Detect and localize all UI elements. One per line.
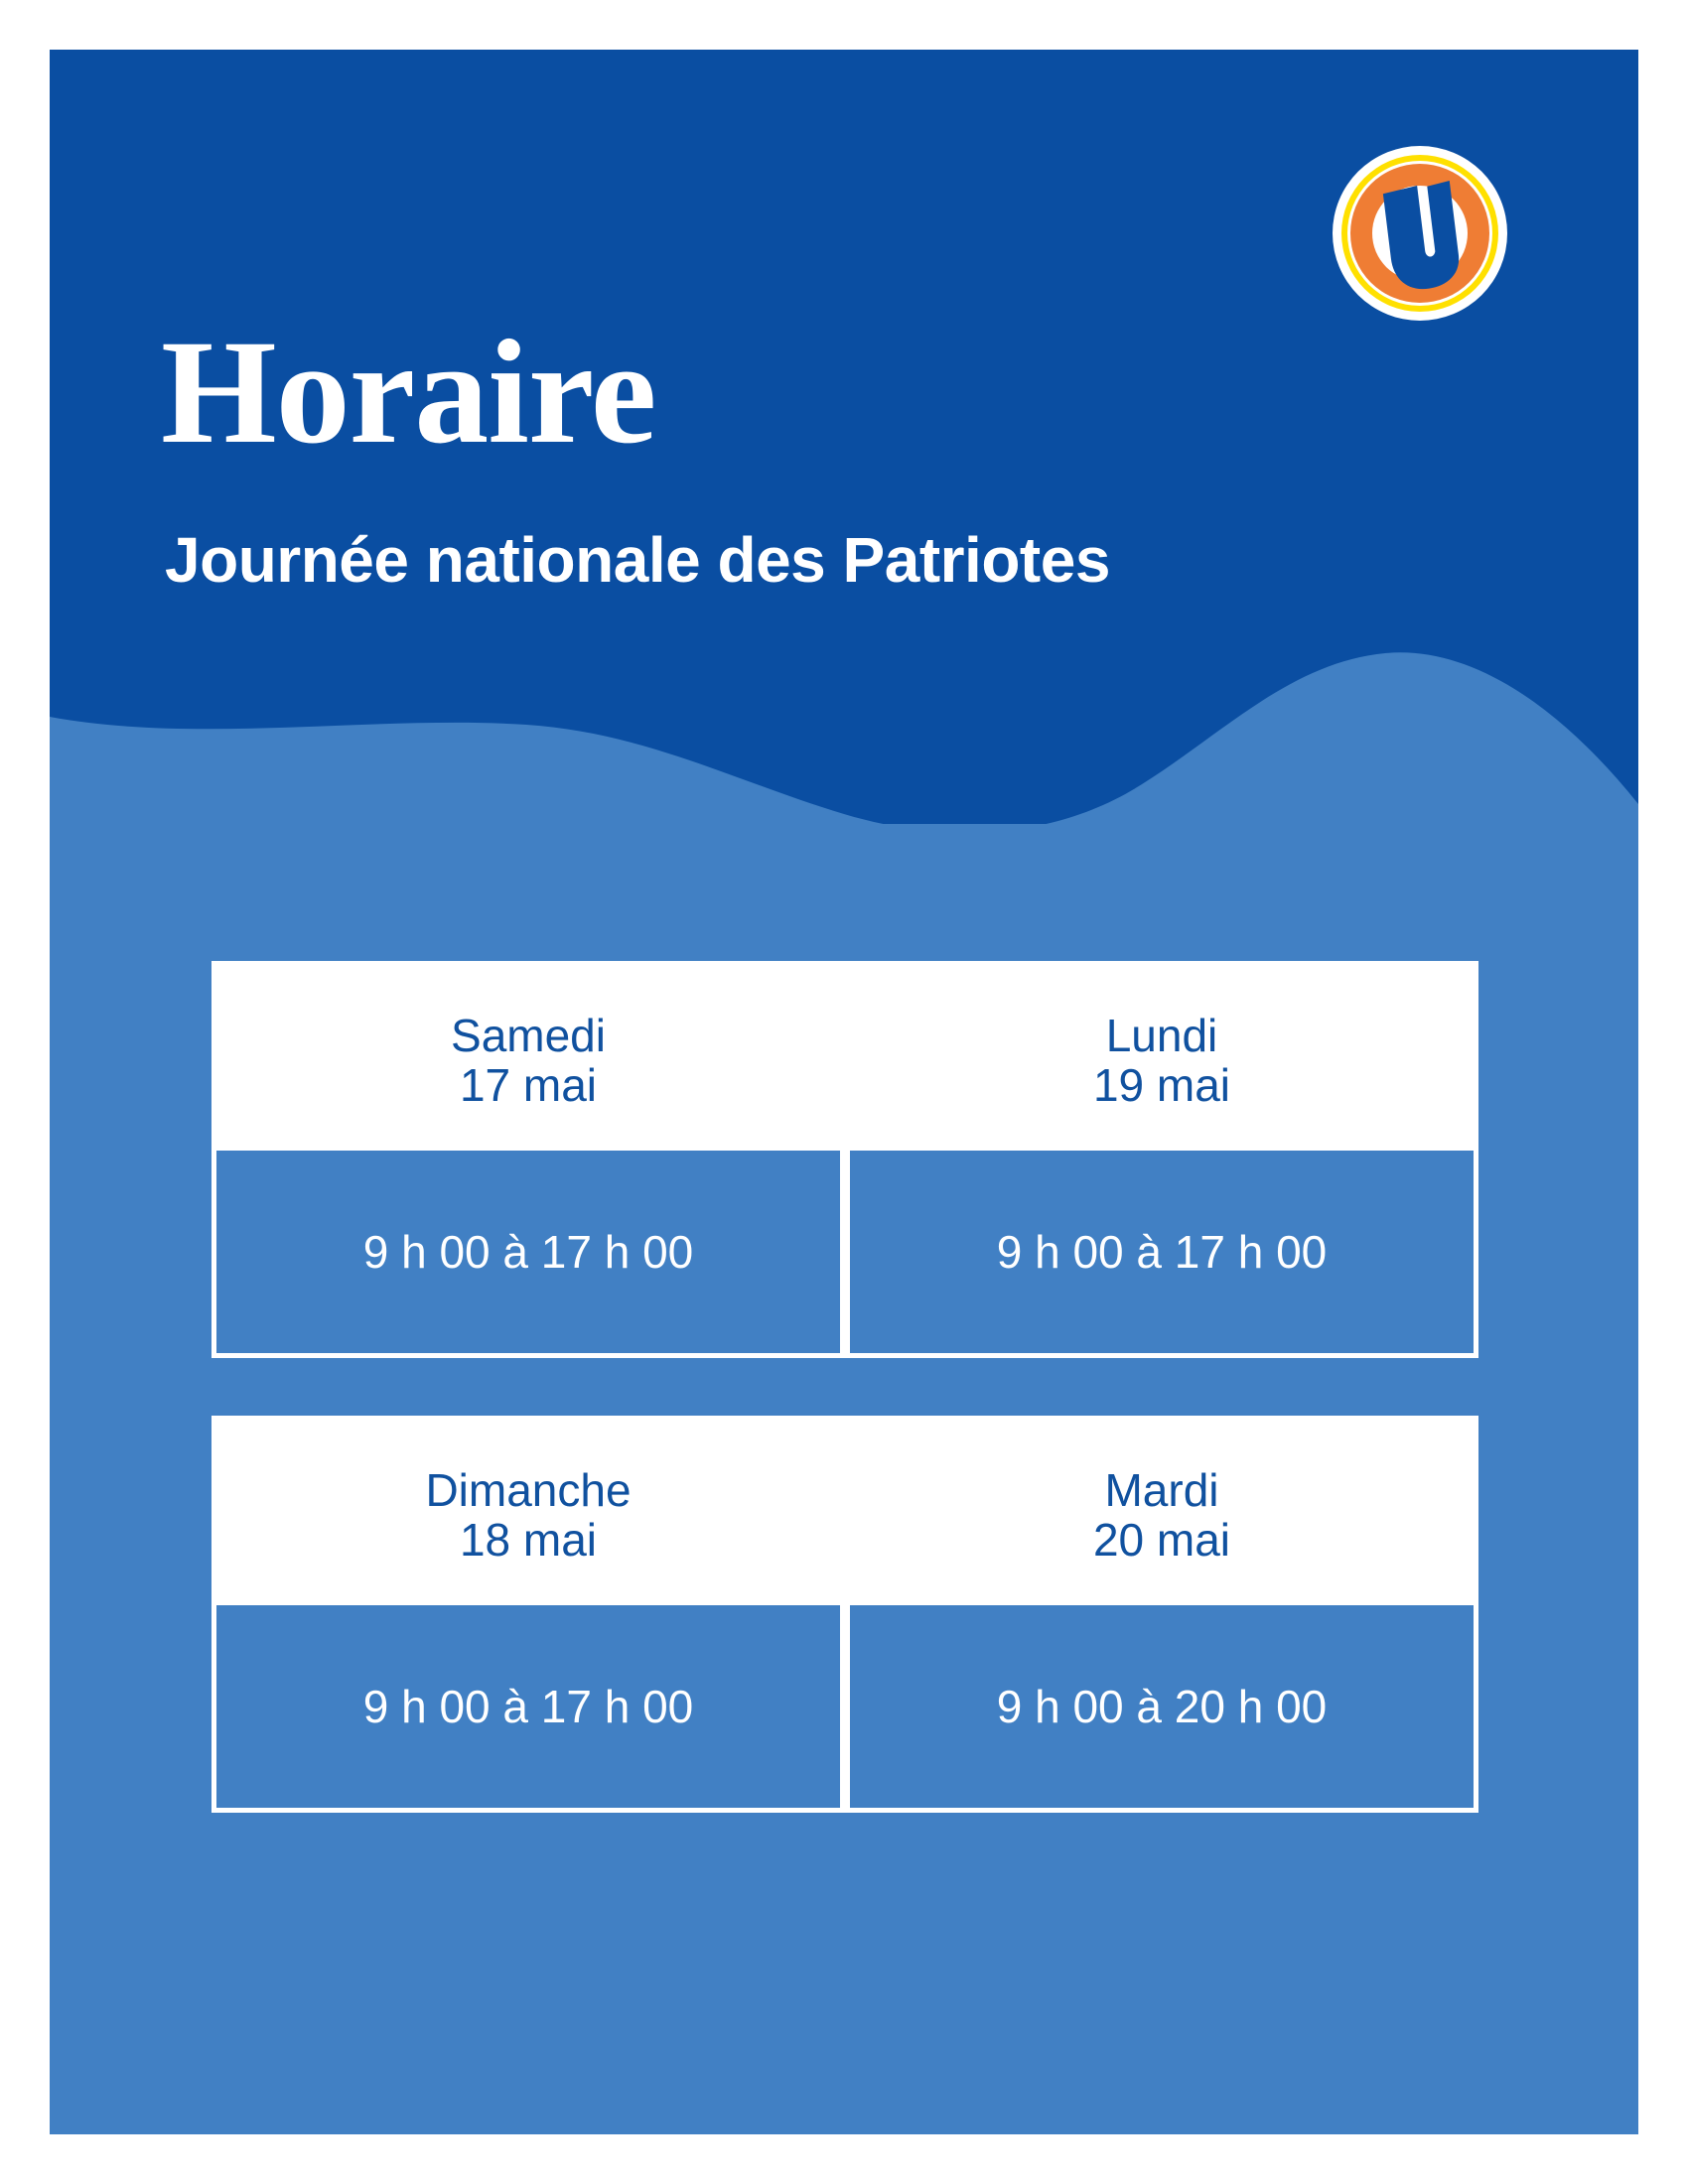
schedule-card-date: 19 mai [1092,1059,1231,1111]
uniprix-u-logo [1331,144,1509,323]
poster-header: Horaire Journée nationale des Patriotes [50,50,1638,824]
schedule-card-day: Lundi [1105,1010,1218,1062]
schedule-card-date: 18 mai [459,1514,598,1566]
schedule-card-hours-wrap: 9 h 00 à 17 h 00 [216,1605,840,1808]
schedule-card-slot: Lundi 19 mai 9 h 00 à 17 h 00 [845,961,1528,1358]
schedule-card-hours-wrap: 9 h 00 à 17 h 00 [850,1151,1474,1353]
schedule-card-hours: 9 h 00 à 17 h 00 [216,1605,840,1808]
schedule-card-date: 20 mai [1092,1514,1231,1566]
schedule-card-day: Mardi [1104,1464,1219,1517]
schedule-card-hours: 9 h 00 à 20 h 00 [850,1605,1474,1808]
page-subtitle: Journée nationale des Patriotes [165,524,1110,596]
schedule-card-header: Lundi 19 mai [850,966,1474,1151]
header-content: Horaire Journée nationale des Patriotes [50,50,1638,824]
schedule-card-dimanche: Dimanche 18 mai 9 h 00 à 17 h 00 [211,1416,845,1813]
schedule-card-slot: Samedi 17 mai 9 h 00 à 17 h 00 [162,961,845,1358]
schedule-card-slot: Mardi 20 mai 9 h 00 à 20 h 00 [845,1416,1528,1813]
schedule-card-day: Samedi [451,1010,606,1062]
schedule-card-date: 17 mai [459,1059,598,1111]
schedule-card-hours: 9 h 00 à 17 h 00 [216,1151,840,1353]
schedule-card-day: Dimanche [425,1464,632,1517]
poster-root: Horaire Journée nationale des Patriotes … [50,50,1638,2134]
page-title: Horaire [161,310,656,475]
uniprix-u-logo-icon [1333,146,1507,321]
schedule-card-slot: Dimanche 18 mai 9 h 00 à 17 h 00 [162,1416,845,1813]
schedule-card-samedi: Samedi 17 mai 9 h 00 à 17 h 00 [211,961,845,1358]
schedule-card-lundi: Lundi 19 mai 9 h 00 à 17 h 00 [845,961,1478,1358]
schedule-card-mardi: Mardi 20 mai 9 h 00 à 20 h 00 [845,1416,1478,1813]
schedule-card-header: Dimanche 18 mai [216,1421,840,1605]
schedule-card-hours-wrap: 9 h 00 à 17 h 00 [216,1151,840,1353]
schedule-card-header: Samedi 17 mai [216,966,840,1151]
schedule-card-hours: 9 h 00 à 17 h 00 [850,1151,1474,1353]
schedule-grid: Samedi 17 mai 9 h 00 à 17 h 00 Lundi 19 … [162,961,1527,1813]
header-wave-shape [50,50,1638,824]
schedule-card-hours-wrap: 9 h 00 à 20 h 00 [850,1605,1474,1808]
schedule-card-header: Mardi 20 mai [850,1421,1474,1605]
